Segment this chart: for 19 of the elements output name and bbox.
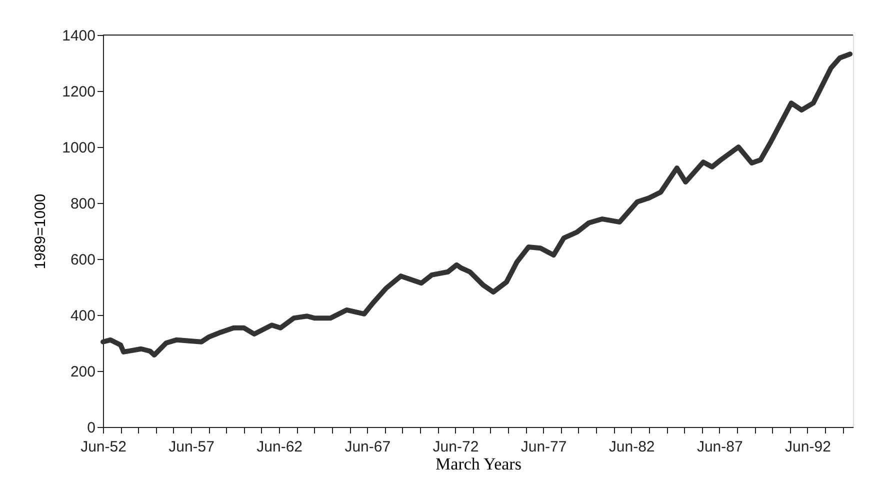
y-tick-label: 600 <box>70 252 96 268</box>
y-tick-label: 1400 <box>62 28 96 44</box>
x-tick-label: Jun-52 <box>80 438 126 456</box>
y-tick-label: 1200 <box>62 84 96 100</box>
x-tick-label: Jun-67 <box>344 438 391 456</box>
y-tick-label: 1000 <box>62 140 96 156</box>
y-tick-label: 400 <box>70 308 96 324</box>
x-tick-label: Jun-82 <box>608 438 655 456</box>
x-tick-label: Jun-72 <box>432 438 479 456</box>
y-tick-label: 0 <box>87 420 96 436</box>
x-tick-label: Jun-77 <box>520 438 567 456</box>
x-tick-label: Jun-87 <box>696 438 743 456</box>
y-axis-title: 1989=1000 <box>32 194 50 270</box>
x-tick-label: Jun-92 <box>785 438 831 456</box>
x-tick-label: Jun-62 <box>256 438 303 456</box>
x-axis-title: March Years <box>436 454 522 474</box>
y-tick-label: 800 <box>70 196 96 212</box>
y-tick-label: 200 <box>70 364 96 380</box>
x-tick-label: Jun-57 <box>168 438 214 456</box>
